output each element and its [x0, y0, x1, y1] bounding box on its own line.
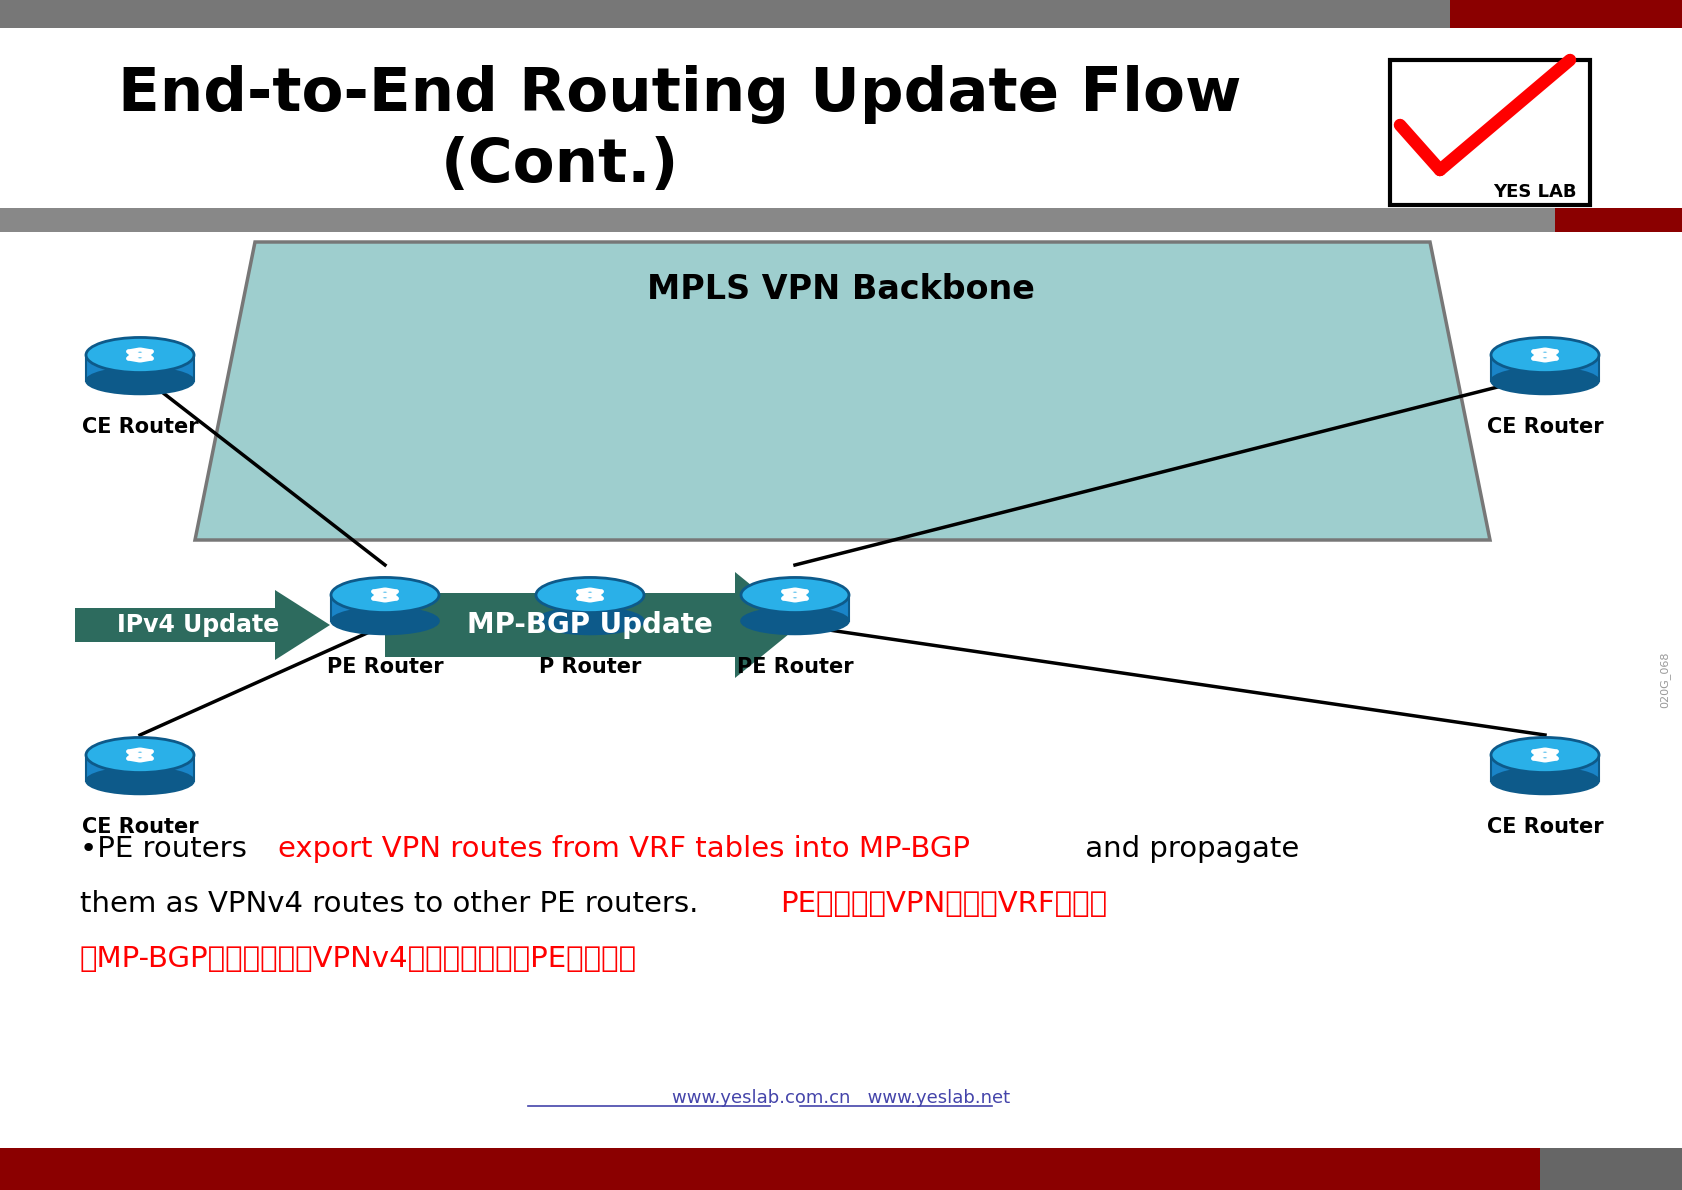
- Text: PE Router: PE Router: [326, 657, 442, 677]
- Polygon shape: [331, 595, 439, 621]
- Text: P Router: P Router: [538, 657, 641, 677]
- Text: MPLS VPN Backbone: MPLS VPN Backbone: [646, 274, 1034, 307]
- Bar: [0, 1148, 1539, 1190]
- Polygon shape: [86, 754, 193, 781]
- Ellipse shape: [86, 768, 193, 795]
- Text: IPv4 Update: IPv4 Update: [116, 613, 279, 637]
- Polygon shape: [195, 242, 1489, 540]
- Ellipse shape: [740, 577, 848, 613]
- Ellipse shape: [86, 738, 193, 772]
- Text: MP-BGP Update: MP-BGP Update: [468, 610, 713, 639]
- Text: PE路由器将VPN路由从VRF表导出: PE路由器将VPN路由从VRF表导出: [779, 890, 1107, 917]
- Text: PE Router: PE Router: [737, 657, 853, 677]
- Text: CE Router: CE Router: [1485, 818, 1603, 837]
- Polygon shape: [535, 595, 644, 621]
- Text: CE Router: CE Router: [82, 416, 198, 437]
- Bar: [1450, 0, 1682, 29]
- Text: 到MP-BGP，并将其作为VPNv4路由传播到其仞PE路由器。: 到MP-BGP，并将其作为VPNv4路由传播到其仞PE路由器。: [81, 945, 637, 973]
- Ellipse shape: [1490, 738, 1598, 772]
- Ellipse shape: [740, 607, 848, 634]
- Ellipse shape: [331, 577, 439, 613]
- Ellipse shape: [86, 368, 193, 394]
- Text: 020G_068: 020G_068: [1658, 652, 1670, 708]
- Bar: [1554, 208, 1682, 232]
- Bar: [1539, 1148, 1682, 1190]
- Text: CE Router: CE Router: [1485, 416, 1603, 437]
- Polygon shape: [76, 590, 330, 660]
- Bar: [0, 208, 1682, 232]
- Ellipse shape: [331, 607, 439, 634]
- Text: them as VPNv4 routes to other PE routers.: them as VPNv4 routes to other PE routers…: [81, 890, 706, 917]
- Ellipse shape: [86, 338, 193, 372]
- Bar: [1389, 60, 1589, 205]
- Ellipse shape: [1490, 368, 1598, 394]
- Text: End-to-End Routing Update Flow: End-to-End Routing Update Flow: [118, 65, 1241, 125]
- Ellipse shape: [1490, 768, 1598, 795]
- Ellipse shape: [1490, 338, 1598, 372]
- Polygon shape: [740, 595, 848, 621]
- Polygon shape: [1490, 355, 1598, 381]
- Bar: [0, 0, 1682, 29]
- Text: YES LAB: YES LAB: [1492, 183, 1576, 201]
- Text: •PE routers: •PE routers: [81, 835, 256, 863]
- Polygon shape: [1490, 754, 1598, 781]
- Text: CE Router: CE Router: [82, 818, 198, 837]
- Text: www.yeslab.com.cn   www.yeslab.net: www.yeslab.com.cn www.yeslab.net: [671, 1089, 1009, 1107]
- Polygon shape: [385, 572, 799, 678]
- Text: export VPN routes from VRF tables into MP-BGP: export VPN routes from VRF tables into M…: [278, 835, 969, 863]
- Text: and propagate: and propagate: [1075, 835, 1299, 863]
- Polygon shape: [86, 355, 193, 381]
- Ellipse shape: [535, 607, 644, 634]
- Text: (Cont.): (Cont.): [441, 136, 680, 194]
- Ellipse shape: [535, 577, 644, 613]
